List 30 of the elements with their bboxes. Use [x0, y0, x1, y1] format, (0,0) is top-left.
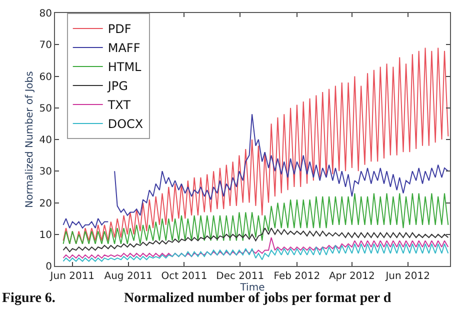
line-series — [62, 243, 449, 262]
x-tick-label: Jun 2012 — [384, 271, 430, 282]
legend-label: TXT — [106, 98, 132, 112]
y-tick-label: 60 — [39, 72, 52, 83]
y-axis-title: Normalized Number of Jobs — [24, 71, 36, 208]
legend-label: MAFF — [108, 41, 140, 56]
x-tick-label: Oct 2011 — [161, 271, 208, 282]
x-tick-label: Dec 2011 — [216, 271, 264, 282]
x-tick-label: Jun 2011 — [49, 271, 95, 282]
y-tick-label: 0 — [46, 262, 52, 272]
line-series — [62, 237, 449, 259]
y-tick-label: 50 — [39, 103, 52, 114]
y-tick-label: 10 — [39, 230, 52, 241]
x-tick-label: Aug 2011 — [104, 271, 152, 282]
x-axis-title: Time — [239, 282, 265, 294]
x-tick-label: Feb 2012 — [274, 271, 320, 282]
text: Normalized number of jobs per format per d — [124, 291, 392, 306]
y-tick-label: 40 — [39, 135, 52, 146]
y-tick-label: 80 — [39, 8, 52, 20]
legend-label: JPG — [106, 79, 128, 94]
legend-label: DOCX — [108, 117, 144, 132]
y-tick-label: 30 — [39, 166, 52, 178]
line-series — [62, 192, 449, 244]
y-tick-label: 70 — [39, 40, 52, 52]
caption: Figure 6. — [2, 291, 56, 306]
legend-label: PDF — [108, 22, 132, 36]
line-series — [62, 228, 449, 252]
legend-label: HTML — [108, 60, 142, 74]
y-tick-label: 20 — [39, 198, 52, 210]
x-tick-label: Apr 2012 — [328, 271, 375, 282]
